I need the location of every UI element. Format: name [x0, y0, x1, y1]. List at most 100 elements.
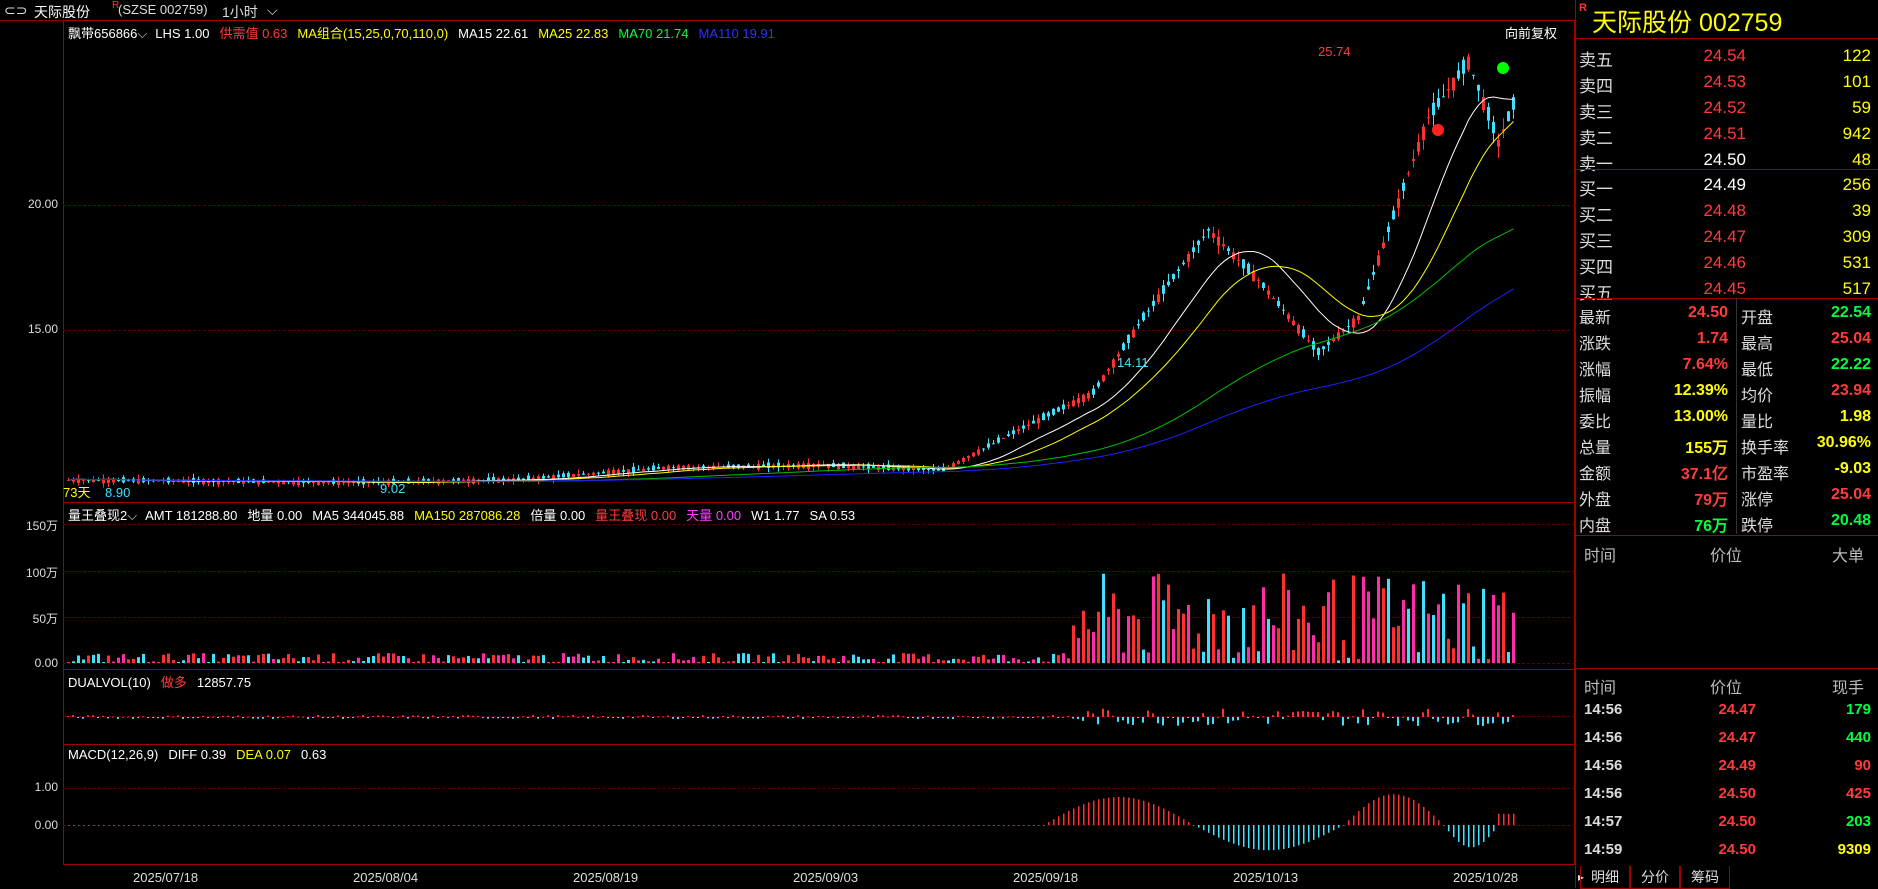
volume-bar [107, 655, 110, 663]
high-price-label: 25.74 [1318, 44, 1351, 59]
dualvol-bar [532, 715, 534, 717]
macd-bar [603, 825, 605, 826]
tab-price-dist[interactable]: 分价 [1630, 866, 1680, 889]
tick-row[interactable]: 14:57 24.50 203 [1576, 809, 1878, 837]
dualvol-bar [737, 716, 739, 718]
macd-bar [98, 825, 100, 826]
macd-bar [913, 825, 915, 826]
candle-body [917, 467, 920, 471]
bid-row[interactable]: 买一 24.49 256 [1576, 172, 1878, 199]
volume-bar [777, 662, 780, 663]
bid-price: 24.45 [1703, 279, 1746, 298]
macd-bar [948, 825, 950, 826]
tick-row[interactable]: 14:56 24.49 90 [1576, 753, 1878, 781]
bid-row[interactable]: 买二 24.48 39 [1576, 198, 1878, 225]
dualvol-bar [247, 716, 249, 718]
dualvol-bar [1262, 716, 1264, 718]
macd-bar [703, 825, 705, 826]
volume-bar [1327, 592, 1330, 663]
macd-bar [838, 825, 840, 826]
x-tick-label: 2025/09/03 [793, 870, 859, 885]
volume-bar [987, 659, 990, 663]
volume-bar [552, 661, 555, 663]
macd-bar [1408, 797, 1410, 825]
dualvol-bar [782, 715, 784, 717]
volume-bar [412, 662, 415, 663]
macd-bar [1213, 825, 1215, 836]
volume-bar [187, 654, 190, 663]
dualvol-bar [607, 717, 609, 718]
dualvol-bar [1372, 717, 1374, 718]
stat-key: 涨跌 [1579, 336, 1612, 353]
ask-row[interactable]: 卖二 24.51 942 [1576, 121, 1878, 148]
dualvol-bar [457, 717, 459, 719]
dualvol-bar [1272, 715, 1274, 717]
macd-bar [1473, 825, 1475, 848]
dualvol-name[interactable]: DUALVOL(10) [68, 675, 151, 690]
macd-bar [283, 825, 285, 826]
candle-body [1437, 97, 1440, 107]
dualvol-bar [537, 717, 539, 719]
macd-bar [1133, 798, 1135, 825]
x-tick-label: 2025/09/18 [1013, 870, 1079, 885]
macd-bar [843, 825, 845, 826]
tick-row[interactable]: 14:56 24.50 425 [1576, 781, 1878, 809]
macd-bar [363, 825, 365, 826]
ribbon-label[interactable]: 飘带656866 [68, 26, 138, 41]
volume-indicator-name[interactable]: 量王叠现2 [68, 508, 128, 523]
bid-row[interactable]: 买四 24.46 531 [1576, 250, 1878, 277]
tab-detail[interactable]: 明细 [1580, 866, 1630, 889]
adjust-mode[interactable]: 向前复权 [1505, 26, 1558, 41]
tick-row[interactable]: 14:56 24.47 440 [1576, 725, 1878, 753]
candle-body [677, 465, 680, 471]
ask-row[interactable]: 卖三 24.52 59 [1576, 95, 1878, 122]
macd-name[interactable]: MACD(12,26,9) [68, 747, 159, 762]
dualvol-bar [792, 717, 794, 718]
volume-bar [742, 653, 745, 663]
tab-chips[interactable]: 筹码 [1680, 866, 1730, 889]
macd-bar [1513, 813, 1515, 825]
x-tick-label: 2025/10/13 [1233, 870, 1299, 885]
tick-row[interactable]: 14:56 24.47 179 [1576, 697, 1878, 725]
ask-row[interactable]: 卖五 24.54 122 [1576, 43, 1878, 70]
volume-bar [127, 659, 130, 663]
ask-price: 24.50 [1703, 150, 1746, 169]
chevron-down-icon[interactable]: ⌵ [137, 26, 148, 41]
tick-row[interactable]: 14:59 24.50 9309 [1576, 837, 1878, 865]
volume-bar [897, 662, 900, 663]
chevron-down-icon[interactable]: ⌵ [127, 508, 138, 523]
volume-bar [872, 658, 875, 663]
macd-bar [463, 825, 465, 826]
period-selector[interactable]: 1小时 [222, 4, 258, 20]
macd-bar [688, 825, 690, 826]
volume-bar [337, 661, 340, 663]
dualvol-bar [752, 717, 754, 719]
macd-bar [228, 825, 230, 826]
ma110-value: MA110 19.91 [698, 26, 775, 41]
chevron-down-icon[interactable]: ⌵ [267, 2, 278, 18]
menu-icon[interactable]: ⊂⊃ [4, 2, 28, 18]
macd-bar [963, 825, 965, 826]
dualvol-bar [1097, 717, 1099, 725]
candle-body [1362, 301, 1365, 305]
chart-plot-area[interactable] [63, 20, 1575, 865]
volume-bar [1017, 659, 1020, 663]
volume-bar [1212, 614, 1215, 663]
dualvol-bar [817, 715, 819, 717]
macd-bar [1448, 825, 1450, 832]
ask-row[interactable]: 卖四 24.53 101 [1576, 69, 1878, 96]
macd-bar [738, 825, 740, 826]
volume-bar [672, 653, 675, 663]
dualvol-bar [377, 715, 379, 717]
volume-bar [647, 661, 650, 663]
bid-row[interactable]: 买三 24.47 309 [1576, 224, 1878, 251]
tab-arrow-icon[interactable]: ▸ [1578, 870, 1585, 884]
candle-body [582, 473, 585, 475]
volume-bar [1237, 652, 1240, 663]
volume-bar [142, 653, 145, 663]
candle-body [792, 464, 795, 466]
dualvol-bar [1482, 717, 1484, 726]
macd-bar [593, 825, 595, 826]
tick-time: 14:57 [1584, 813, 1623, 830]
dualvol-bar [232, 717, 234, 718]
